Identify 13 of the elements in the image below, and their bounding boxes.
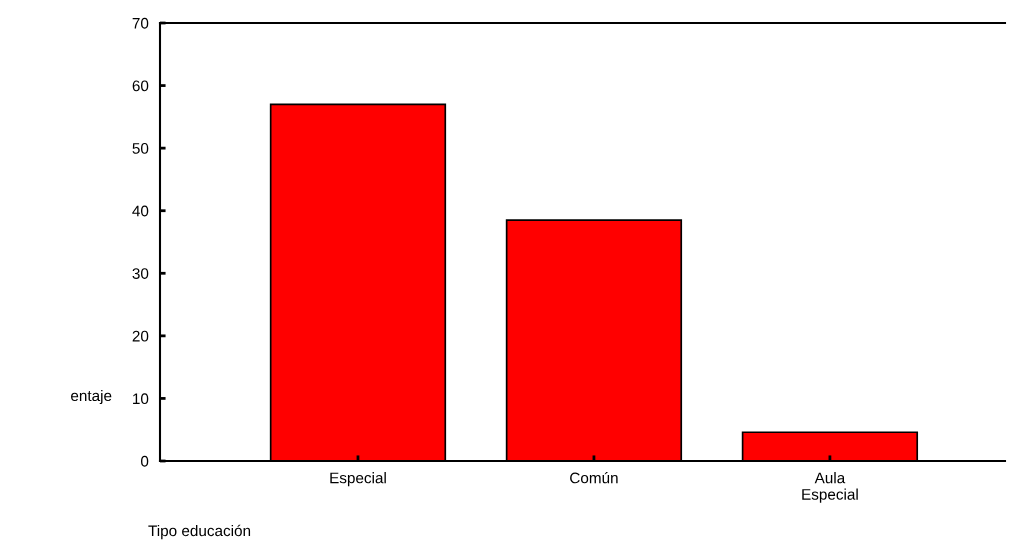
x-tick-label: Común — [570, 471, 618, 484]
y-tick-label: 30 — [132, 268, 149, 279]
y-axis-title: entaje — [71, 389, 112, 405]
y-tick-label: 0 — [140, 455, 149, 467]
y-tick-label: 60 — [132, 80, 149, 92]
y-tick-label: 20 — [132, 330, 149, 342]
x-tick-label: Aula Especial — [802, 472, 858, 503]
y-tick-label: 70 — [132, 17, 149, 29]
y-tick-label: 50 — [132, 143, 149, 154]
x-tick-label: Especial — [330, 472, 386, 487]
y-tick-label: 10 — [133, 393, 149, 405]
x-axis-title: Tipo educación — [148, 524, 251, 540]
y-tick-label: 40 — [132, 205, 149, 217]
